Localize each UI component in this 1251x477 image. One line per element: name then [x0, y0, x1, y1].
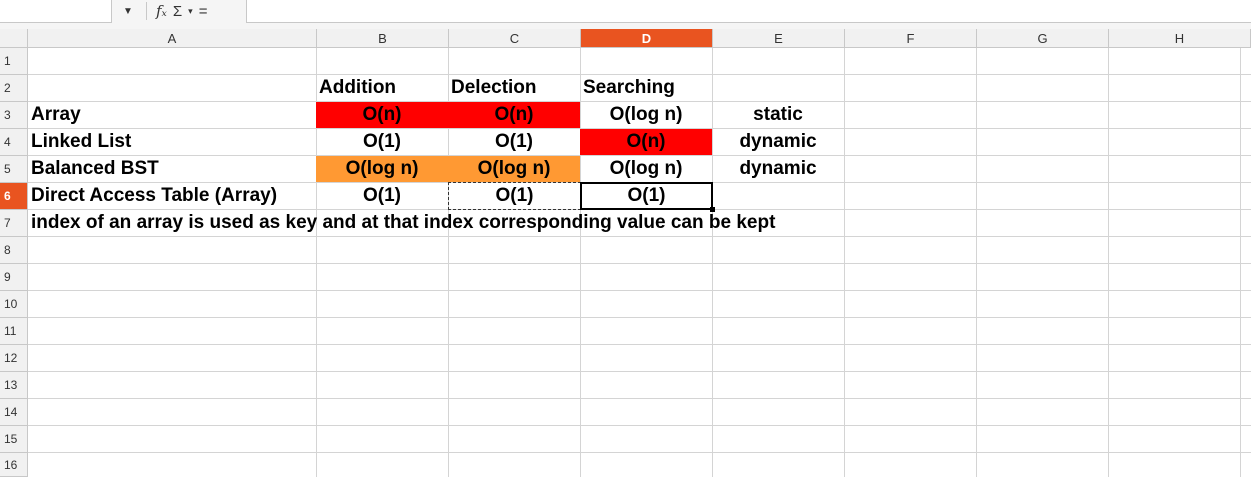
gridline	[28, 263, 1251, 264]
row-header-16[interactable]: 16	[0, 453, 28, 477]
row-header-15[interactable]: 15	[0, 426, 28, 453]
column-header-d[interactable]: D	[581, 29, 713, 48]
formula-toolbar: ▼ fₓ Σ ▾ =	[0, 0, 1251, 30]
gridline	[844, 48, 845, 477]
cell-d2[interactable]: Searching	[583, 77, 675, 98]
gridline	[28, 452, 1251, 453]
cell-c6-copy-marquee[interactable]: O(1)	[448, 182, 581, 210]
gridline	[28, 290, 1251, 291]
row-header-13[interactable]: 13	[0, 372, 28, 399]
gridline	[976, 48, 977, 477]
row-header-7[interactable]: 7	[0, 210, 28, 237]
cell-b5[interactable]: O(log n)	[316, 156, 448, 182]
chevron-down-icon[interactable]: ▼	[123, 5, 133, 17]
column-header-f[interactable]: F	[845, 29, 977, 48]
gridline	[28, 344, 1251, 345]
row-header-12[interactable]: 12	[0, 345, 28, 372]
formula-input[interactable]	[246, 0, 1251, 23]
row-header-8[interactable]: 8	[0, 237, 28, 264]
sum-icon[interactable]: Σ	[172, 2, 183, 20]
cell-b4[interactable]: O(1)	[363, 131, 401, 152]
column-header-b[interactable]: B	[317, 29, 449, 48]
cell-a6[interactable]: Direct Access Table (Array)	[31, 185, 278, 206]
cell-b2[interactable]: Addition	[319, 77, 397, 98]
name-box[interactable]	[0, 0, 112, 23]
gridline	[28, 74, 1251, 75]
gridline	[28, 236, 1251, 237]
gridline	[712, 48, 713, 477]
cell-c2[interactable]: Delection	[451, 77, 537, 98]
gridline	[28, 155, 1251, 156]
gridline	[1108, 48, 1109, 477]
cell-c3[interactable]: O(n)	[448, 102, 580, 128]
spreadsheet-grid[interactable]: Addition Delection Searching Array O(n) …	[28, 48, 1251, 477]
autofill-handle[interactable]	[710, 207, 715, 212]
gridline	[28, 371, 1251, 372]
cell-a7[interactable]: index of an array is used as key and at …	[31, 212, 776, 233]
formula-icons: fₓ Σ ▾ =	[156, 1, 207, 21]
sum-dropdown-icon[interactable]: ▾	[188, 5, 193, 16]
gridline	[28, 398, 1251, 399]
row-header-6[interactable]: 6	[0, 183, 28, 210]
cell-b6[interactable]: O(1)	[363, 185, 401, 206]
cell-e3[interactable]: static	[753, 104, 803, 125]
gridline	[28, 425, 1251, 426]
row-header-2[interactable]: 2	[0, 75, 28, 102]
toolbar-divider	[146, 2, 147, 20]
cell-d5[interactable]: O(log n)	[609, 158, 683, 179]
cell-a3[interactable]: Array	[31, 104, 81, 125]
cell-d4[interactable]: O(n)	[580, 129, 712, 155]
gridline	[448, 48, 449, 477]
equals-icon[interactable]: =	[198, 2, 208, 20]
gridline	[316, 48, 317, 477]
row-header-11[interactable]: 11	[0, 318, 28, 345]
row-header-9[interactable]: 9	[0, 264, 28, 291]
row-header-5[interactable]: 5	[0, 156, 28, 183]
gridline	[28, 128, 1251, 129]
cell-d3[interactable]: O(log n)	[609, 104, 683, 125]
gridline	[28, 101, 1251, 102]
cell-a5[interactable]: Balanced BST	[31, 158, 159, 179]
cell-b3[interactable]: O(n)	[316, 102, 448, 128]
gridline	[580, 48, 581, 477]
function-wizard-icon[interactable]: fₓ	[156, 2, 167, 20]
cell-c4[interactable]: O(1)	[495, 131, 533, 152]
cell-c5[interactable]: O(log n)	[448, 156, 580, 182]
column-header-e[interactable]: E	[713, 29, 845, 48]
row-header-3[interactable]: 3	[0, 102, 28, 129]
row-header-1[interactable]: 1	[0, 48, 28, 75]
gridline	[1240, 48, 1241, 477]
row-header-10[interactable]: 10	[0, 291, 28, 318]
cell-e4[interactable]: dynamic	[739, 131, 817, 152]
cell-e5[interactable]: dynamic	[739, 158, 817, 179]
column-header-h[interactable]: H	[1109, 29, 1251, 48]
cell-a4[interactable]: Linked List	[31, 131, 132, 152]
select-all-corner[interactable]	[0, 29, 28, 48]
gridline	[28, 317, 1251, 318]
column-header-a[interactable]: A	[28, 29, 317, 48]
row-header-4[interactable]: 4	[0, 129, 28, 156]
cell-d6-active[interactable]: O(1)	[580, 182, 713, 210]
column-header-g[interactable]: G	[977, 29, 1109, 48]
row-header-14[interactable]: 14	[0, 399, 28, 426]
column-header-c[interactable]: C	[449, 29, 581, 48]
